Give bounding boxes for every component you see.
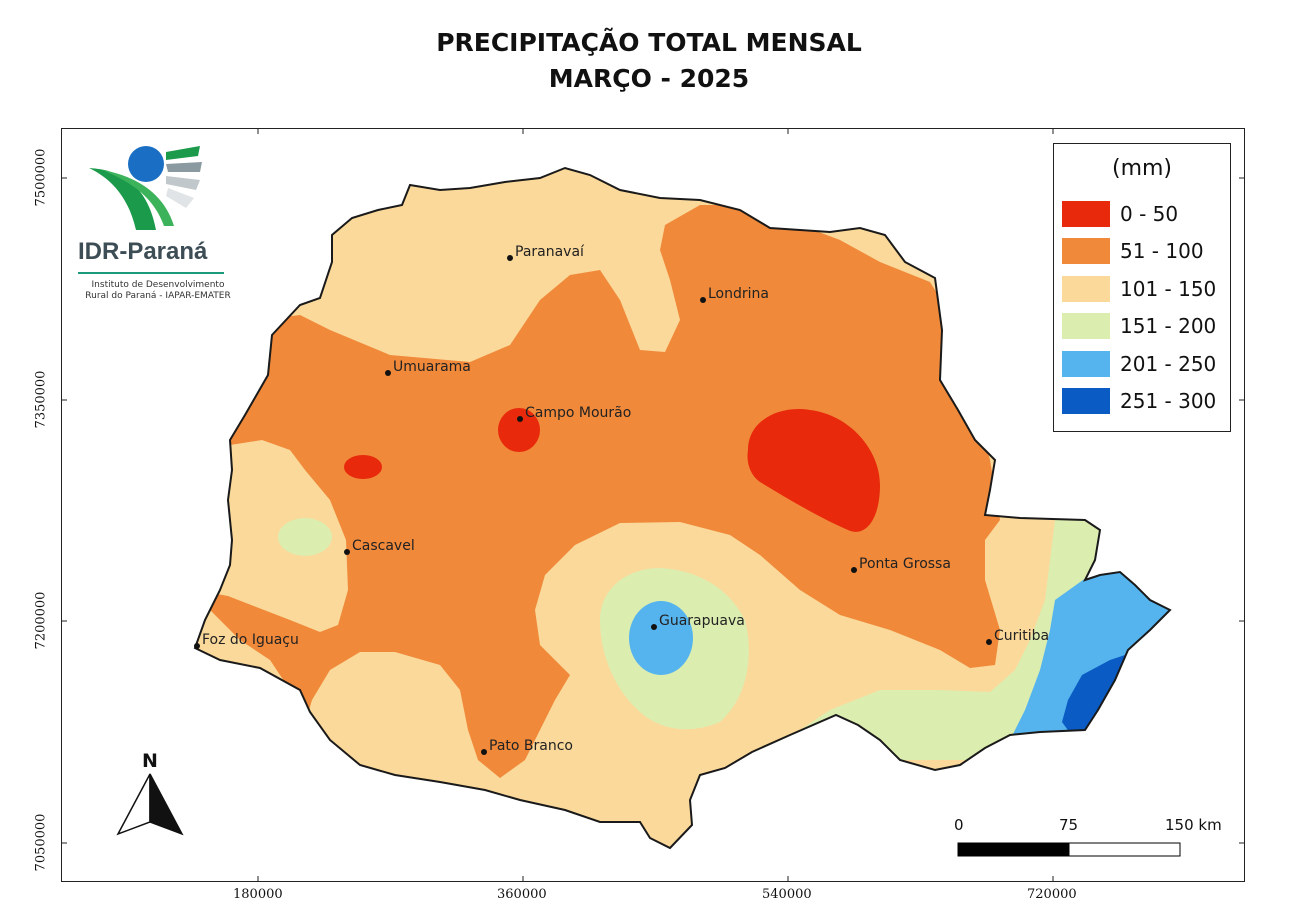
city-curitiba: Curitiba: [986, 628, 1049, 645]
city-label: Ponta Grossa: [859, 556, 951, 572]
legend-swatch: [1062, 238, 1110, 264]
city-marker: [517, 416, 523, 422]
legend-swatch: [1062, 201, 1110, 227]
city-marker: [194, 643, 200, 649]
legend-item: 251 - 300: [1062, 388, 1227, 416]
city-label: Foz do Iguaçu: [202, 632, 299, 648]
logo-divider: [78, 272, 224, 274]
city-label: Paranavaí: [515, 244, 585, 260]
city-marker: [700, 297, 706, 303]
legend-label: 101 - 150: [1120, 277, 1217, 301]
city-marker: [385, 370, 391, 376]
legend-item: 151 - 200: [1062, 313, 1227, 341]
x-tick-label: 180000: [233, 887, 283, 902]
frame-ticks: [61, 128, 1245, 882]
city-guarapuava: Guarapuava: [651, 613, 745, 630]
city-ponta-grossa: Ponta Grossa: [851, 556, 951, 573]
north-arrow-icon: [116, 773, 184, 836]
logo-name: IDR-Paraná: [78, 238, 208, 265]
scale-label: 150 km: [1165, 816, 1222, 834]
city-label: Curitiba: [994, 628, 1049, 644]
legend-item: 101 - 150: [1062, 276, 1227, 304]
zone-201-250: [629, 601, 693, 675]
legend-item: 0 - 50: [1062, 201, 1227, 229]
legend-label: 251 - 300: [1120, 389, 1217, 413]
zone-0-50: [344, 455, 382, 479]
legend-swatch: [1062, 313, 1110, 339]
legend-label: 201 - 250: [1120, 352, 1217, 376]
map-title: PRECIPITAÇÃO TOTAL MENSAL: [436, 28, 862, 57]
legend-label: 0 - 50: [1120, 202, 1179, 226]
zone-51-100: [195, 205, 1000, 778]
city-marker: [481, 749, 487, 755]
city-campo-mourao: Campo Mourão: [517, 405, 631, 422]
city-label: Umuarama: [393, 359, 471, 375]
zone-0-50: [498, 408, 540, 452]
zone-151-200: [278, 518, 332, 556]
scale-label: 0: [954, 816, 964, 834]
scale-bar: [957, 842, 1181, 857]
zone-0-50: [747, 409, 880, 532]
city-label: Cascavel: [352, 538, 415, 554]
legend-swatch: [1062, 388, 1110, 414]
city-label: Campo Mourão: [525, 405, 631, 421]
x-tick-label: 360000: [497, 887, 547, 902]
north-label: N: [142, 750, 158, 772]
legend-item: 201 - 250: [1062, 351, 1227, 379]
logo-subtitle-line: Rural do Paraná - IAPAR-EMATER: [85, 291, 231, 301]
city-label: Londrina: [708, 286, 769, 302]
logo-subtitle: Instituto de Desenvolvimento Rural do Pa…: [78, 280, 238, 302]
legend-item: 51 - 100: [1062, 238, 1227, 266]
map-subtitle: MARÇO - 2025: [548, 64, 750, 93]
x-tick-label: 720000: [1027, 887, 1077, 902]
city-pato-branco: Pato Branco: [481, 738, 573, 755]
city-marker: [507, 255, 513, 261]
city-foz-do-iguacu: Foz do Iguaçu: [194, 632, 299, 649]
legend-label: 151 - 200: [1120, 314, 1217, 338]
legend-label: 51 - 100: [1120, 239, 1204, 263]
city-paranavai: Paranavaí: [507, 244, 585, 261]
scale-label: 75: [1059, 816, 1079, 834]
city-marker: [344, 549, 350, 555]
legend: (mm) 0 - 50 51 - 100 101 - 150 151 - 200…: [1053, 143, 1231, 432]
idr-parana-logo: IDR-Paraná Instituto de Desenvolvimento …: [74, 138, 234, 308]
city-label: Pato Branco: [489, 738, 573, 754]
city-label: Guarapuava: [659, 613, 745, 629]
legend-swatch: [1062, 276, 1110, 302]
city-londrina: Londrina: [700, 286, 769, 303]
city-marker: [986, 639, 992, 645]
zone-151-200: [780, 520, 1110, 760]
city-umuarama: Umuarama: [385, 359, 471, 376]
city-marker: [651, 624, 657, 630]
city-marker: [851, 567, 857, 573]
legend-swatch: [1062, 351, 1110, 377]
x-tick-label: 540000: [762, 887, 812, 902]
logo-subtitle-line: Instituto de Desenvolvimento: [91, 280, 225, 290]
logo-emblem-icon: [89, 146, 202, 230]
city-cascavel: Cascavel: [344, 538, 415, 555]
legend-title: (mm): [1111, 156, 1173, 181]
north-arrow: N: [70, 722, 230, 867]
